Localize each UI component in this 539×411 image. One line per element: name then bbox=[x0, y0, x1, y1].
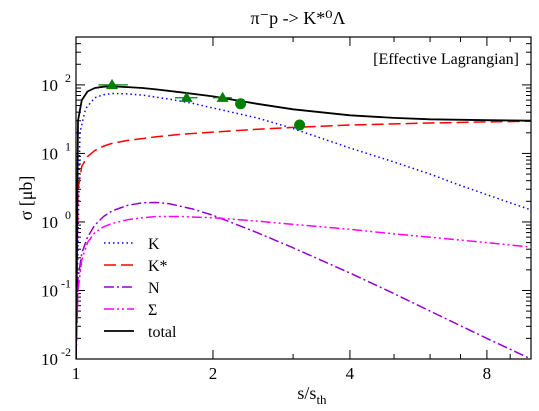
data-point-triangle bbox=[216, 91, 229, 102]
y-tick-label-exponent: 0 bbox=[65, 208, 71, 222]
legend-label-Σ: Σ bbox=[148, 302, 157, 319]
axis-ticks: 10 -210 -110 010 110 21 2 4 8 bbox=[41, 37, 531, 383]
legend-label-N: N bbox=[148, 280, 160, 297]
y-tick-label: 10 bbox=[41, 281, 58, 300]
legend-label-K*: K* bbox=[148, 258, 168, 275]
x-tick-label: 2 bbox=[209, 364, 218, 383]
x-tick-label: 4 bbox=[346, 364, 355, 383]
y-tick-label: 10 bbox=[41, 213, 58, 232]
y-tick-label-exponent: -1 bbox=[61, 276, 71, 290]
series-line-N bbox=[76, 201, 531, 359]
data-point-circle bbox=[294, 119, 306, 131]
annotation-label: [Effective Lagrangian] bbox=[373, 51, 519, 68]
series-curves bbox=[76, 85, 531, 359]
x-tick-label: 1 bbox=[72, 364, 81, 383]
data-point-triangle bbox=[106, 78, 119, 90]
x-tick-label: 8 bbox=[483, 364, 492, 383]
x-axis-label-main: s/s bbox=[297, 383, 316, 403]
x-axis-label-sub: th bbox=[316, 392, 327, 407]
series-line-K* bbox=[76, 120, 531, 359]
data-point-circle bbox=[235, 98, 247, 110]
y-tick-label: 10 bbox=[41, 144, 58, 163]
legend-label-K: K bbox=[148, 236, 160, 253]
y-axis-label: σ [μb] bbox=[16, 176, 36, 221]
series-line-total bbox=[76, 85, 531, 359]
y-tick-label: 10 bbox=[41, 76, 58, 95]
x-axis-label: s/sth bbox=[297, 383, 327, 407]
y-tick-label-exponent: -2 bbox=[61, 345, 71, 359]
data-points bbox=[98, 78, 306, 131]
y-tick-label-exponent: 2 bbox=[65, 71, 71, 85]
y-tick-label: 10 bbox=[41, 350, 58, 369]
legend-label-total: total bbox=[148, 324, 177, 341]
plot-frame bbox=[75, 36, 532, 360]
y-tick-label-exponent: 1 bbox=[65, 139, 71, 153]
series-line-K bbox=[76, 92, 531, 359]
series-line-Σ bbox=[76, 215, 531, 359]
data-point-triangle bbox=[180, 91, 193, 102]
chart-title: π⁻p -> K*⁰Λ bbox=[250, 8, 345, 28]
